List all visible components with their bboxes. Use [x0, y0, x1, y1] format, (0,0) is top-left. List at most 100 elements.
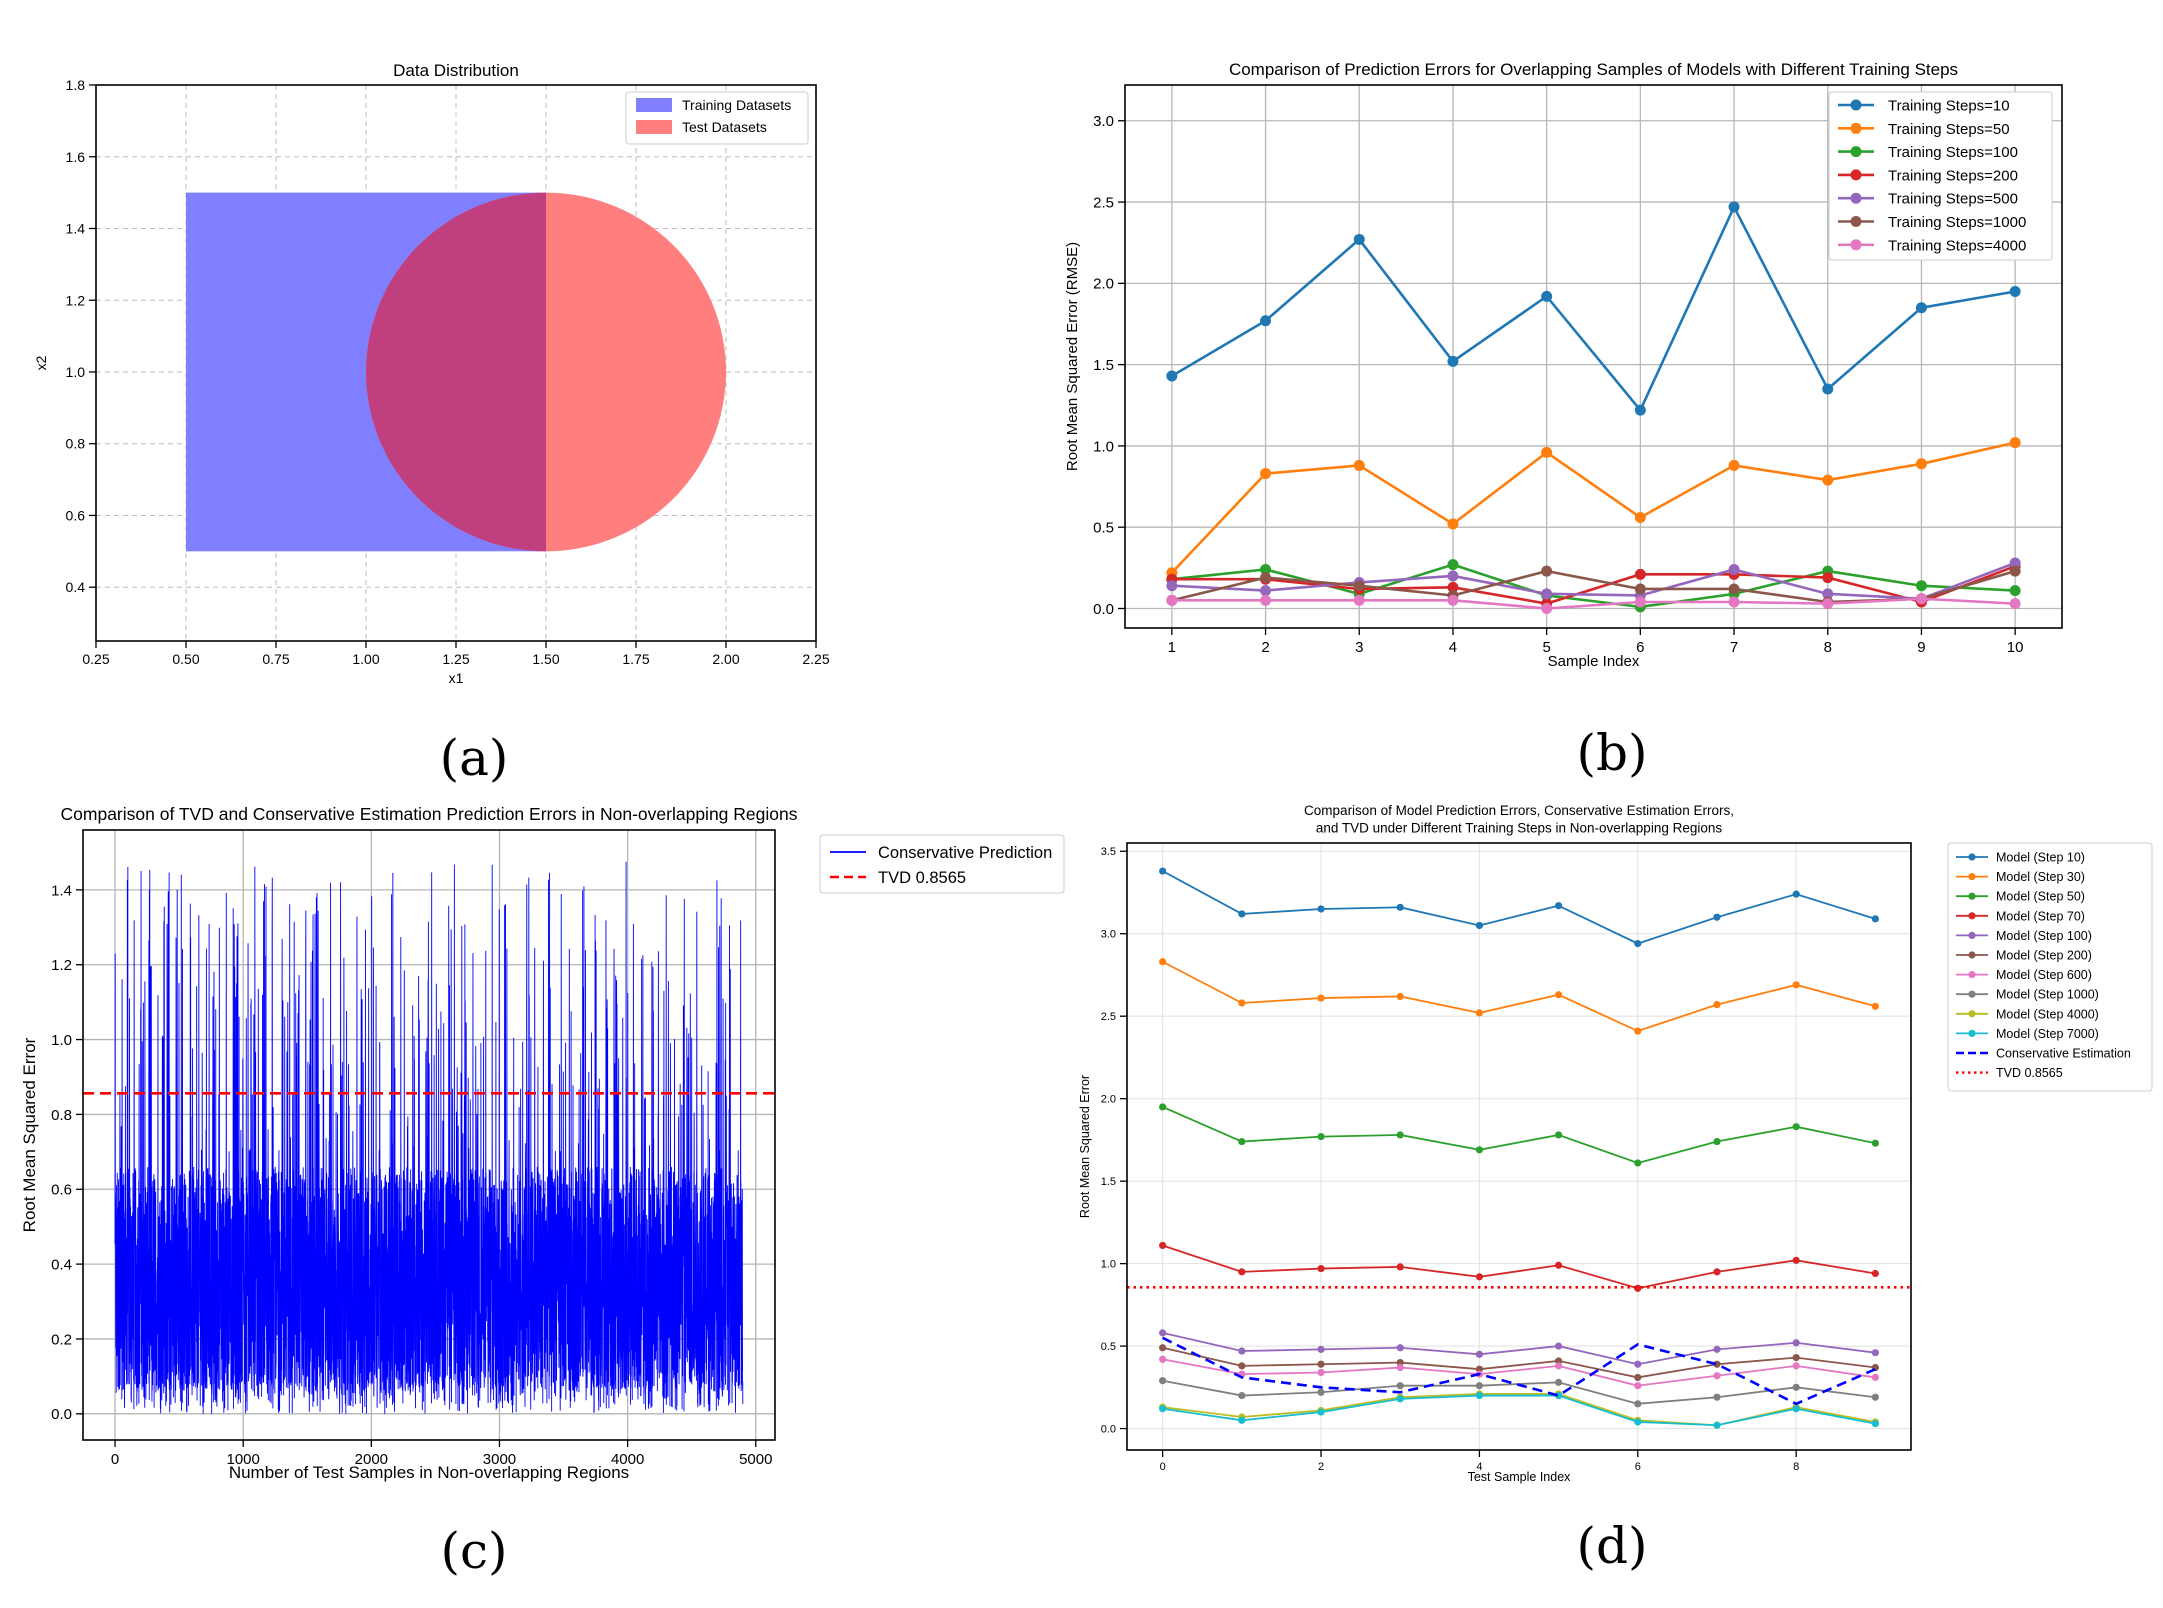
data-point	[1475, 1365, 1484, 1373]
data-point	[1915, 593, 1927, 605]
caption-d: (d)	[1576, 1517, 1647, 1575]
legend-label: Model (Step 30)	[1996, 870, 2085, 884]
x-tick-label: 1.50	[532, 651, 559, 667]
data-point	[1554, 1357, 1563, 1365]
data-point	[1260, 563, 1272, 575]
series-line	[1171, 597, 2016, 610]
legend-label: TVD 0.8565	[878, 869, 966, 887]
x-tick-label: 1	[1168, 639, 1176, 656]
data-point	[1238, 1362, 1246, 1370]
data-point	[1634, 1373, 1642, 1382]
grid	[1127, 843, 1911, 1450]
data-point	[1822, 598, 1834, 610]
data-point	[1713, 1137, 1721, 1146]
chart-title: Comparison of Prediction Errors for Over…	[1229, 60, 1958, 79]
series-line	[1171, 203, 2016, 413]
x-tick-label: 3000	[483, 1451, 516, 1468]
data-point	[1317, 1264, 1325, 1273]
data-point	[1238, 910, 1246, 918]
series-line	[1162, 1106, 1876, 1164]
data-point	[1447, 559, 1459, 571]
y-tick-label: 1.5	[1093, 357, 1114, 374]
y-tick-label: 0.5	[1101, 1341, 1116, 1353]
legend-label: Training Steps=100	[1888, 144, 2018, 161]
data-point	[1159, 1377, 1167, 1385]
data-point	[1159, 1405, 1167, 1413]
legend-marker	[1968, 931, 1976, 940]
x-tick-label: 1.25	[442, 651, 469, 667]
y-tick-label: 1.4	[66, 221, 86, 237]
data-point	[1554, 1362, 1563, 1370]
x-tick-label: 5000	[739, 1451, 772, 1468]
data-point	[1822, 474, 1834, 486]
x-tick-label: 2	[1261, 639, 1269, 656]
data-point	[1792, 1383, 1800, 1391]
legend: Training Datasets Test Datasets	[625, 91, 809, 145]
data-point	[1915, 580, 1927, 592]
legend-label: Training Steps=200	[1888, 167, 2018, 184]
x-tick-label: 7	[1730, 639, 1738, 656]
legend-marker	[1968, 853, 1976, 861]
data-point	[1353, 580, 1365, 592]
data-point	[1554, 1261, 1563, 1269]
chart-title: Data Distribution	[393, 61, 519, 80]
data-point	[1238, 1347, 1246, 1355]
legend-label: Model (Step 10)	[1996, 851, 2085, 865]
data-point	[1554, 991, 1563, 999]
data-point	[1728, 563, 1740, 575]
legend-swatch	[636, 120, 672, 134]
data-point	[1396, 1363, 1404, 1372]
data-point	[1871, 915, 1879, 923]
data-point	[1554, 1131, 1563, 1139]
data-point	[1353, 594, 1365, 606]
data-point	[1475, 1273, 1484, 1281]
data-point	[1713, 1001, 1721, 1009]
caption-a: (a)	[440, 729, 509, 787]
data-point	[1792, 981, 1800, 989]
data-point	[1541, 602, 1553, 614]
series-line	[1162, 1346, 1876, 1379]
y-tick-label: 0.8	[66, 436, 86, 452]
data-point	[1554, 902, 1563, 910]
legend-box	[1828, 91, 2053, 261]
y-tick-label: 0.0	[1101, 1424, 1116, 1436]
legend-label: TVD 0.8565	[1996, 1066, 2063, 1080]
x-tick-label: 3	[1355, 639, 1363, 656]
y-tick-label: 3.0	[1101, 929, 1116, 941]
x-tick-label: 2.00	[712, 651, 739, 667]
data-point	[1317, 905, 1325, 913]
data-point	[1713, 1268, 1721, 1276]
data-point	[1792, 1339, 1800, 1347]
data-point	[1317, 994, 1325, 1002]
x-tick-label: 2.25	[802, 651, 829, 667]
legend-label: Training Steps=4000	[1888, 237, 2026, 254]
data-point	[1634, 596, 1646, 608]
legend-label: Model (Step 100)	[1996, 929, 2092, 943]
chart-title: Comparison of TVD and Conservative Estim…	[61, 804, 798, 824]
data-point	[1238, 1137, 1246, 1146]
data-point	[1792, 1405, 1800, 1413]
y-tick-label: 2.0	[1101, 1094, 1116, 1106]
legend-marker	[1968, 892, 1976, 900]
legend-label: Training Steps=500	[1888, 191, 2018, 208]
data-point	[1822, 588, 1834, 600]
y-axis-label: Root Mean Squared Error	[1078, 1075, 1092, 1218]
data-point	[1634, 1159, 1642, 1167]
legend-marker	[1850, 99, 1862, 111]
chart-title: Comparison of Model Prediction Errors, C…	[1304, 803, 1734, 818]
series-line	[1162, 1393, 1876, 1427]
series-line	[1162, 1244, 1876, 1290]
x-tick-label: 2	[1318, 1461, 1324, 1473]
x-tick-label: 4	[1449, 639, 1457, 656]
x-tick-label: 4000	[611, 1451, 644, 1468]
data-point	[1159, 1355, 1167, 1363]
data-point	[1159, 867, 1167, 875]
y-axis-label: x2	[33, 355, 49, 370]
legend-marker	[1850, 169, 1862, 181]
data-point	[1447, 355, 1459, 367]
y-tick-label: 3.5	[1101, 846, 1116, 858]
legend-label: Training Steps=50	[1888, 121, 2010, 138]
data-point	[1728, 596, 1740, 608]
data-point	[1871, 1349, 1879, 1357]
